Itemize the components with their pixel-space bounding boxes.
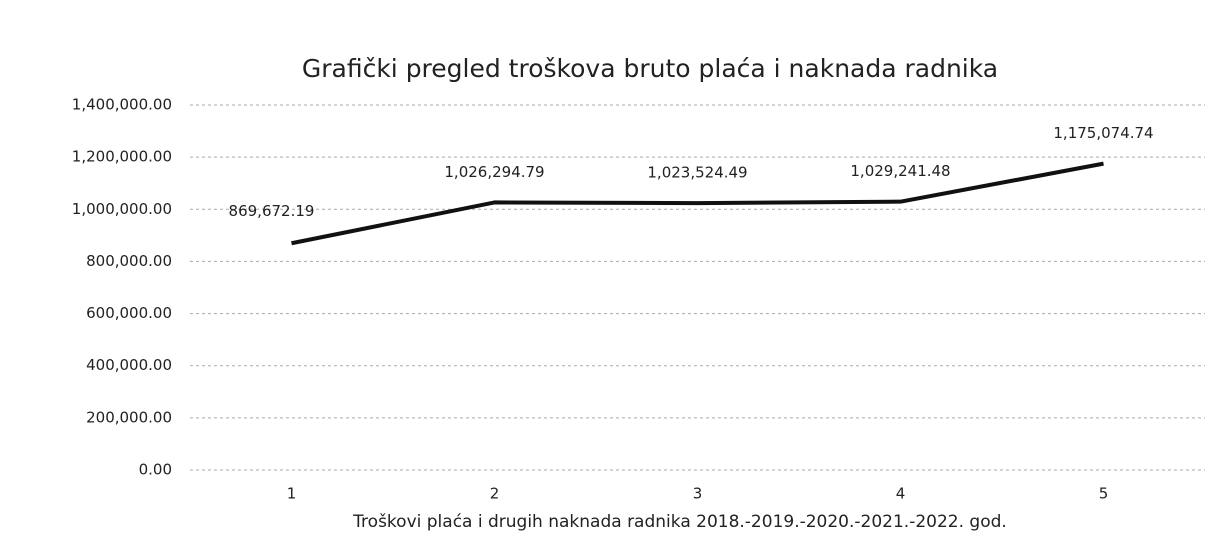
x-tick-label: 2 bbox=[490, 485, 500, 503]
data-label: 869,672.19 bbox=[229, 202, 315, 220]
y-tick-label: 400,000.00 bbox=[86, 356, 172, 374]
x-tick-label: 3 bbox=[693, 485, 703, 503]
y-tick-label: 0.00 bbox=[139, 461, 172, 479]
data-label: 1,029,241.48 bbox=[850, 162, 950, 180]
y-tick-label: 1,400,000.00 bbox=[72, 96, 172, 114]
x-tick-label: 4 bbox=[896, 485, 906, 503]
x-axis-title: Troškovi plaća i drugih naknada radnika … bbox=[352, 512, 1007, 532]
y-tick-label: 600,000.00 bbox=[86, 304, 172, 322]
y-tick-label: 1,200,000.00 bbox=[72, 148, 172, 166]
line bbox=[291, 161, 1104, 246]
x-tick-label: 5 bbox=[1099, 485, 1109, 503]
x-tick-label: 1 bbox=[287, 485, 297, 503]
data-label: 1,023,524.49 bbox=[647, 164, 747, 182]
data-label: 1,026,294.79 bbox=[444, 163, 544, 181]
y-tick-label: 1,000,000.00 bbox=[72, 200, 172, 218]
data-label: 1,175,074.74 bbox=[1053, 124, 1153, 142]
y-tick-label: 200,000.00 bbox=[86, 408, 172, 426]
chart-title: Grafički pregled troškova bruto plaća i … bbox=[302, 54, 998, 83]
y-tick-label: 800,000.00 bbox=[86, 252, 172, 270]
